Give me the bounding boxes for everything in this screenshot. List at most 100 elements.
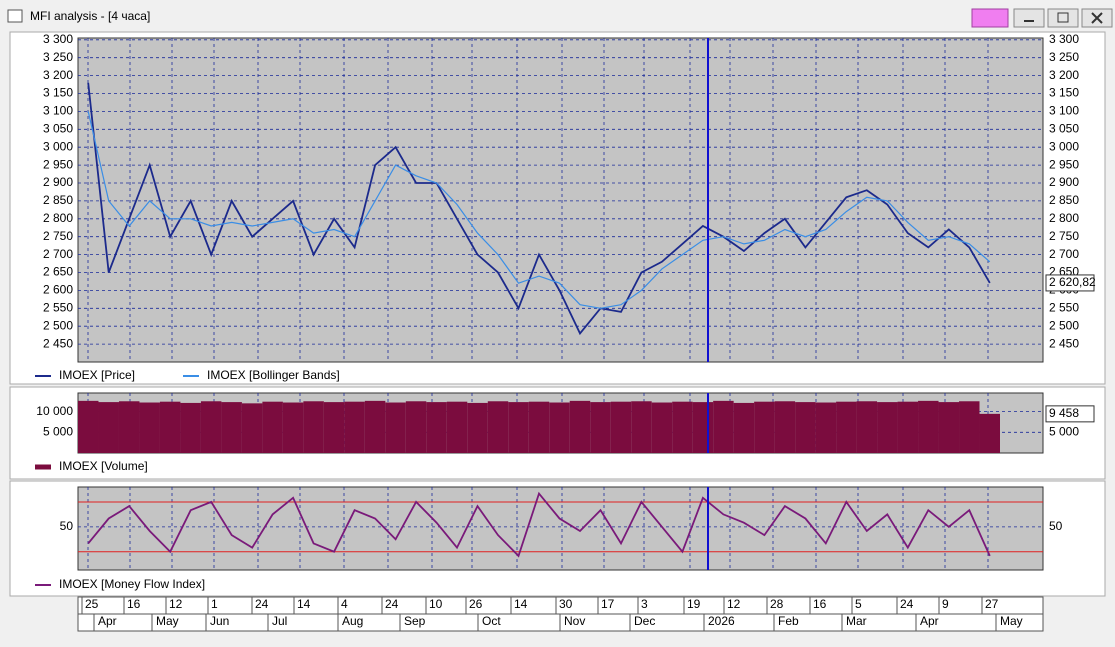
y-tick-label-right: 50 [1049, 519, 1063, 533]
day-label: 9 [942, 597, 949, 611]
y-tick-label: 2 600 [43, 283, 73, 297]
link-button[interactable] [971, 8, 1009, 28]
bar [467, 402, 488, 453]
bar [323, 402, 345, 453]
month-label: Apr [98, 614, 117, 628]
day-label: 12 [727, 597, 741, 611]
y-tick-label: 2 850 [43, 193, 73, 207]
bar [651, 402, 673, 453]
bar [979, 413, 1000, 453]
legend-label: IMOEX [Volume] [59, 459, 148, 473]
y-tick-label-right: 5 000 [1049, 424, 1079, 438]
bar [733, 402, 755, 453]
y-tick-label-right: 3 000 [1049, 139, 1079, 153]
day-label: 14 [297, 597, 311, 611]
bar [98, 402, 119, 453]
bar [815, 402, 837, 453]
day-label: 10 [429, 597, 443, 611]
y-tick-label: 5 000 [43, 424, 73, 438]
day-label: 16 [813, 597, 827, 611]
y-tick-label: 2 950 [43, 157, 73, 171]
legend-label: IMOEX [Price] [59, 368, 135, 382]
bar [200, 401, 222, 453]
y-tick-label-right: 3 250 [1049, 50, 1079, 64]
value-label: 2 620,82 [1049, 275, 1096, 289]
minimize-button[interactable] [1013, 8, 1045, 28]
y-tick-label: 3 050 [43, 121, 73, 135]
day-label: 26 [469, 597, 483, 611]
bar [938, 402, 960, 453]
y-tick-label: 2 800 [43, 211, 73, 225]
bar [528, 401, 550, 453]
day-label: 16 [127, 597, 141, 611]
bar [569, 400, 591, 453]
y-tick-label-right: 2 700 [1049, 247, 1079, 261]
close-glyph [1091, 12, 1103, 24]
month-label: Oct [482, 614, 501, 628]
y-tick-label: 2 500 [43, 318, 73, 332]
bar [959, 401, 980, 453]
line-series [87, 111, 991, 309]
y-tick-label: 3 150 [43, 86, 73, 100]
y-tick-label-right: 2 800 [1049, 211, 1079, 225]
y-tick-label: 3 250 [43, 50, 73, 64]
y-tick-label-right: 2 500 [1049, 318, 1079, 332]
maximize-button[interactable] [1047, 8, 1079, 28]
bar [344, 401, 365, 453]
y-tick-label-right: 3 150 [1049, 86, 1079, 100]
series-group [87, 491, 991, 558]
bar [590, 402, 611, 453]
bar [487, 401, 509, 453]
y-tick-label: 2 750 [43, 229, 73, 243]
y-tick-label-right: 3 100 [1049, 104, 1079, 118]
day-label: 19 [687, 597, 701, 611]
bar [631, 401, 652, 453]
bar [549, 402, 570, 453]
y-tick-label: 3 000 [43, 139, 73, 153]
bar [508, 402, 529, 453]
bar [795, 402, 816, 453]
y-tick-label: 3 200 [43, 68, 73, 82]
day-label: 5 [855, 597, 862, 611]
series-group: 2 620,82 [87, 82, 1096, 336]
bar [672, 401, 693, 453]
day-label: 1 [211, 597, 218, 611]
maximize-glyph [1057, 12, 1069, 23]
y-tick-label-right: 2 900 [1049, 175, 1079, 189]
day-label: 4 [341, 597, 348, 611]
month-label: Sep [404, 614, 426, 628]
day-label: 24 [385, 597, 399, 611]
bar [282, 402, 304, 453]
line-series [87, 82, 991, 336]
legend-label: IMOEX [Bollinger Bands] [207, 368, 340, 382]
bar [610, 401, 632, 453]
bar [405, 401, 427, 453]
month-label: Dec [634, 614, 655, 628]
month-label: 2026 [708, 614, 735, 628]
month-label: Aug [342, 614, 363, 628]
y-tick-label-right: 2 750 [1049, 229, 1079, 243]
title-bar [0, 0, 1115, 30]
bar [385, 402, 406, 453]
plot-area [77, 486, 1044, 571]
bar [364, 400, 386, 453]
day-label: 27 [985, 597, 999, 611]
day-label: 28 [770, 597, 784, 611]
y-tick-label-right: 2 950 [1049, 157, 1079, 171]
y-tick-label-right: 2 450 [1049, 336, 1079, 350]
bar [262, 401, 283, 453]
month-label: Jun [210, 614, 229, 628]
line-series [87, 491, 991, 558]
day-label: 3 [641, 597, 648, 611]
y-tick-label: 2 650 [43, 265, 73, 279]
y-tick-label-right: 2 850 [1049, 193, 1079, 207]
window-title: MFI analysis - [4 часа] [30, 9, 150, 23]
month-label: Apr [920, 614, 939, 628]
plot-area [77, 37, 1044, 363]
y-tick-label: 2 550 [43, 300, 73, 314]
y-tick-label: 3 100 [43, 104, 73, 118]
y-tick-label: 2 900 [43, 175, 73, 189]
bar [446, 401, 468, 453]
month-label: Feb [778, 614, 799, 628]
